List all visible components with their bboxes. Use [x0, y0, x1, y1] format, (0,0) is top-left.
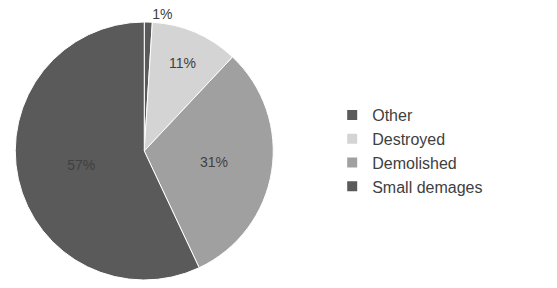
svg-text:11%: 11%: [169, 55, 196, 71]
svg-text:Small demages: Small demages: [372, 179, 482, 196]
svg-text:1%: 1%: [152, 6, 172, 22]
svg-text:Demolished: Demolished: [372, 155, 456, 172]
svg-text:Destroyed: Destroyed: [372, 131, 445, 148]
svg-text:31%: 31%: [200, 154, 228, 170]
svg-text:Other: Other: [372, 107, 413, 124]
svg-text:57%: 57%: [67, 157, 95, 173]
